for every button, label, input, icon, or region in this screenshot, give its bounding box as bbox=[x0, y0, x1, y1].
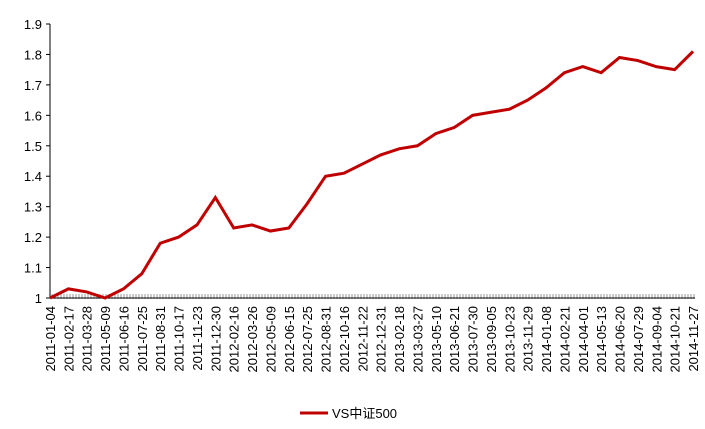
x-tick-label: 2013-09-05 bbox=[484, 306, 499, 373]
x-tick-label: 2013-06-21 bbox=[447, 306, 462, 373]
x-tick-label: 2013-02-18 bbox=[392, 306, 407, 373]
x-tick-label: 2013-05-10 bbox=[429, 306, 444, 373]
y-tick-label: 1 bbox=[35, 291, 42, 306]
x-tick-label: 2011-06-16 bbox=[116, 306, 131, 372]
x-tick-label: 2011-10-17 bbox=[172, 306, 187, 372]
y-tick-label: 1.9 bbox=[24, 17, 42, 32]
x-tick-label: 2014-09-04 bbox=[649, 306, 664, 373]
x-tick-label: 2014-07-29 bbox=[631, 306, 646, 373]
legend-label: VS中证500 bbox=[332, 406, 397, 421]
y-tick-label: 1.4 bbox=[24, 169, 42, 184]
x-tick-label: 2014-10-21 bbox=[668, 306, 683, 373]
x-tick-label: 2012-07-25 bbox=[300, 306, 315, 373]
line-series bbox=[49, 50, 695, 300]
x-tick-label: 2012-05-09 bbox=[263, 306, 278, 373]
y-tick-label: 1.5 bbox=[24, 139, 42, 154]
x-tick-label: 2014-05-13 bbox=[594, 306, 609, 373]
x-tick-label: 2014-11-27 bbox=[686, 306, 701, 372]
x-tick-label: 2012-03-26 bbox=[245, 306, 260, 373]
x-tick-label: 2012-10-16 bbox=[337, 306, 352, 373]
y-tick-label: 1.6 bbox=[24, 108, 42, 123]
x-tick-label: 2014-06-20 bbox=[613, 306, 628, 373]
x-tick-label: 2013-03-27 bbox=[410, 306, 425, 373]
x-tick-label: 2011-08-31 bbox=[153, 306, 168, 372]
x-tick-label: 2011-05-09 bbox=[98, 306, 113, 372]
y-tick-label: 1.7 bbox=[24, 78, 42, 93]
x-tick-label: 2014-01-08 bbox=[539, 306, 554, 373]
x-tick-label: 2011-01-04 bbox=[43, 306, 58, 372]
x-tick-label: 2011-07-25 bbox=[135, 306, 150, 372]
y-tick-label: 1.1 bbox=[24, 261, 42, 276]
x-tick-label: 2014-02-21 bbox=[557, 306, 572, 373]
x-tick-label: 2011-12-30 bbox=[208, 306, 223, 372]
x-tick-label: 2013-10-23 bbox=[502, 306, 517, 373]
x-tick-label: 2013-11-29 bbox=[521, 306, 536, 372]
y-tick-label: 1.3 bbox=[24, 200, 42, 215]
x-tick-label: 2012-02-16 bbox=[227, 306, 242, 373]
x-tick-label: 2014-04-01 bbox=[576, 306, 591, 373]
y-tick-label: 1.2 bbox=[24, 230, 42, 245]
x-tick-label: 2011-11-23 bbox=[190, 306, 205, 371]
x-tick-label: 2013-07-30 bbox=[466, 306, 481, 373]
x-tick-label: 2012-11-22 bbox=[355, 306, 370, 372]
y-tick-label: 1.8 bbox=[24, 47, 42, 62]
x-tick-label: 2012-06-15 bbox=[282, 306, 297, 373]
x-tick-label: 2012-12-31 bbox=[374, 306, 389, 373]
x-tick-label: 2011-02-17 bbox=[61, 306, 76, 372]
x-tick-label: 2012-08-31 bbox=[319, 306, 334, 373]
x-tick-label: 2011-03-28 bbox=[80, 306, 95, 372]
baseline-band bbox=[50, 294, 695, 299]
